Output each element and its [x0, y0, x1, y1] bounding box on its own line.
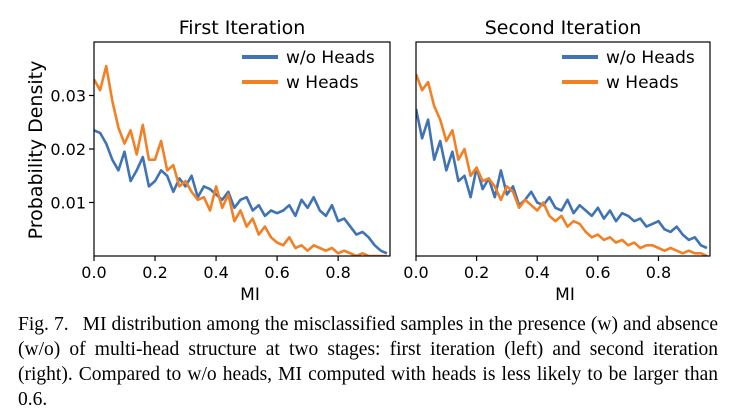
legend-label-with-heads: w Heads: [606, 73, 679, 93]
x-tick-label: 0.2: [464, 263, 489, 282]
series-line-with-heads: [416, 73, 708, 256]
legend-label-without-heads: w/o Heads: [286, 48, 375, 68]
caption-label: Fig. 7.: [18, 314, 69, 335]
plot-frame: [415, 41, 711, 257]
x-tick-label: 0.0: [403, 263, 428, 282]
x-tick-label: 0.4: [203, 263, 228, 282]
y-axis-label: Probability Density: [25, 61, 47, 240]
x-axis-label: MI: [240, 285, 260, 305]
legend-label-with-heads: w Heads: [286, 73, 359, 93]
chart-title: Second Iteration: [485, 17, 642, 39]
x-axis-label: MI: [555, 285, 575, 305]
series-line-without-heads: [94, 129, 388, 255]
caption-text: MI distribution among the misclassified …: [18, 314, 718, 410]
panel-first-iteration: First Iteration 0.0 0.2 0.4 0.6 0.8 0.01 0.02 0.…: [50, 17, 391, 305]
x-tick-label: 0.0: [81, 263, 106, 282]
chart-title: First Iteration: [179, 17, 306, 39]
x-tick-label: 0.6: [585, 263, 610, 282]
x-tick-label: 0.4: [525, 263, 550, 282]
series-line-without-heads: [416, 108, 708, 250]
y-tick-label: 0.02: [50, 140, 86, 159]
series-line-with-heads: [94, 64, 387, 256]
x-tick-label: 0.8: [646, 263, 671, 282]
x-tick-label: 0.2: [142, 263, 167, 282]
figure-panels: First Iteration 0.0 0.2 0.4 0.6 0.8 0.01 0.02 0.…: [25, 17, 711, 305]
legend-label-without-heads: w/o Heads: [606, 48, 695, 68]
y-tick-label: 0.01: [50, 194, 86, 213]
figure-caption: Fig. 7. MI distribution among the misclas…: [18, 312, 718, 412]
panel-second-iteration: Second Iteration 0.0 0.2 0.4 0.6 0.8 MI w/o Hea…: [403, 17, 711, 305]
x-tick-label: 0.6: [264, 263, 289, 282]
x-tick-label: 0.8: [325, 263, 350, 282]
y-tick-label: 0.03: [50, 87, 86, 106]
